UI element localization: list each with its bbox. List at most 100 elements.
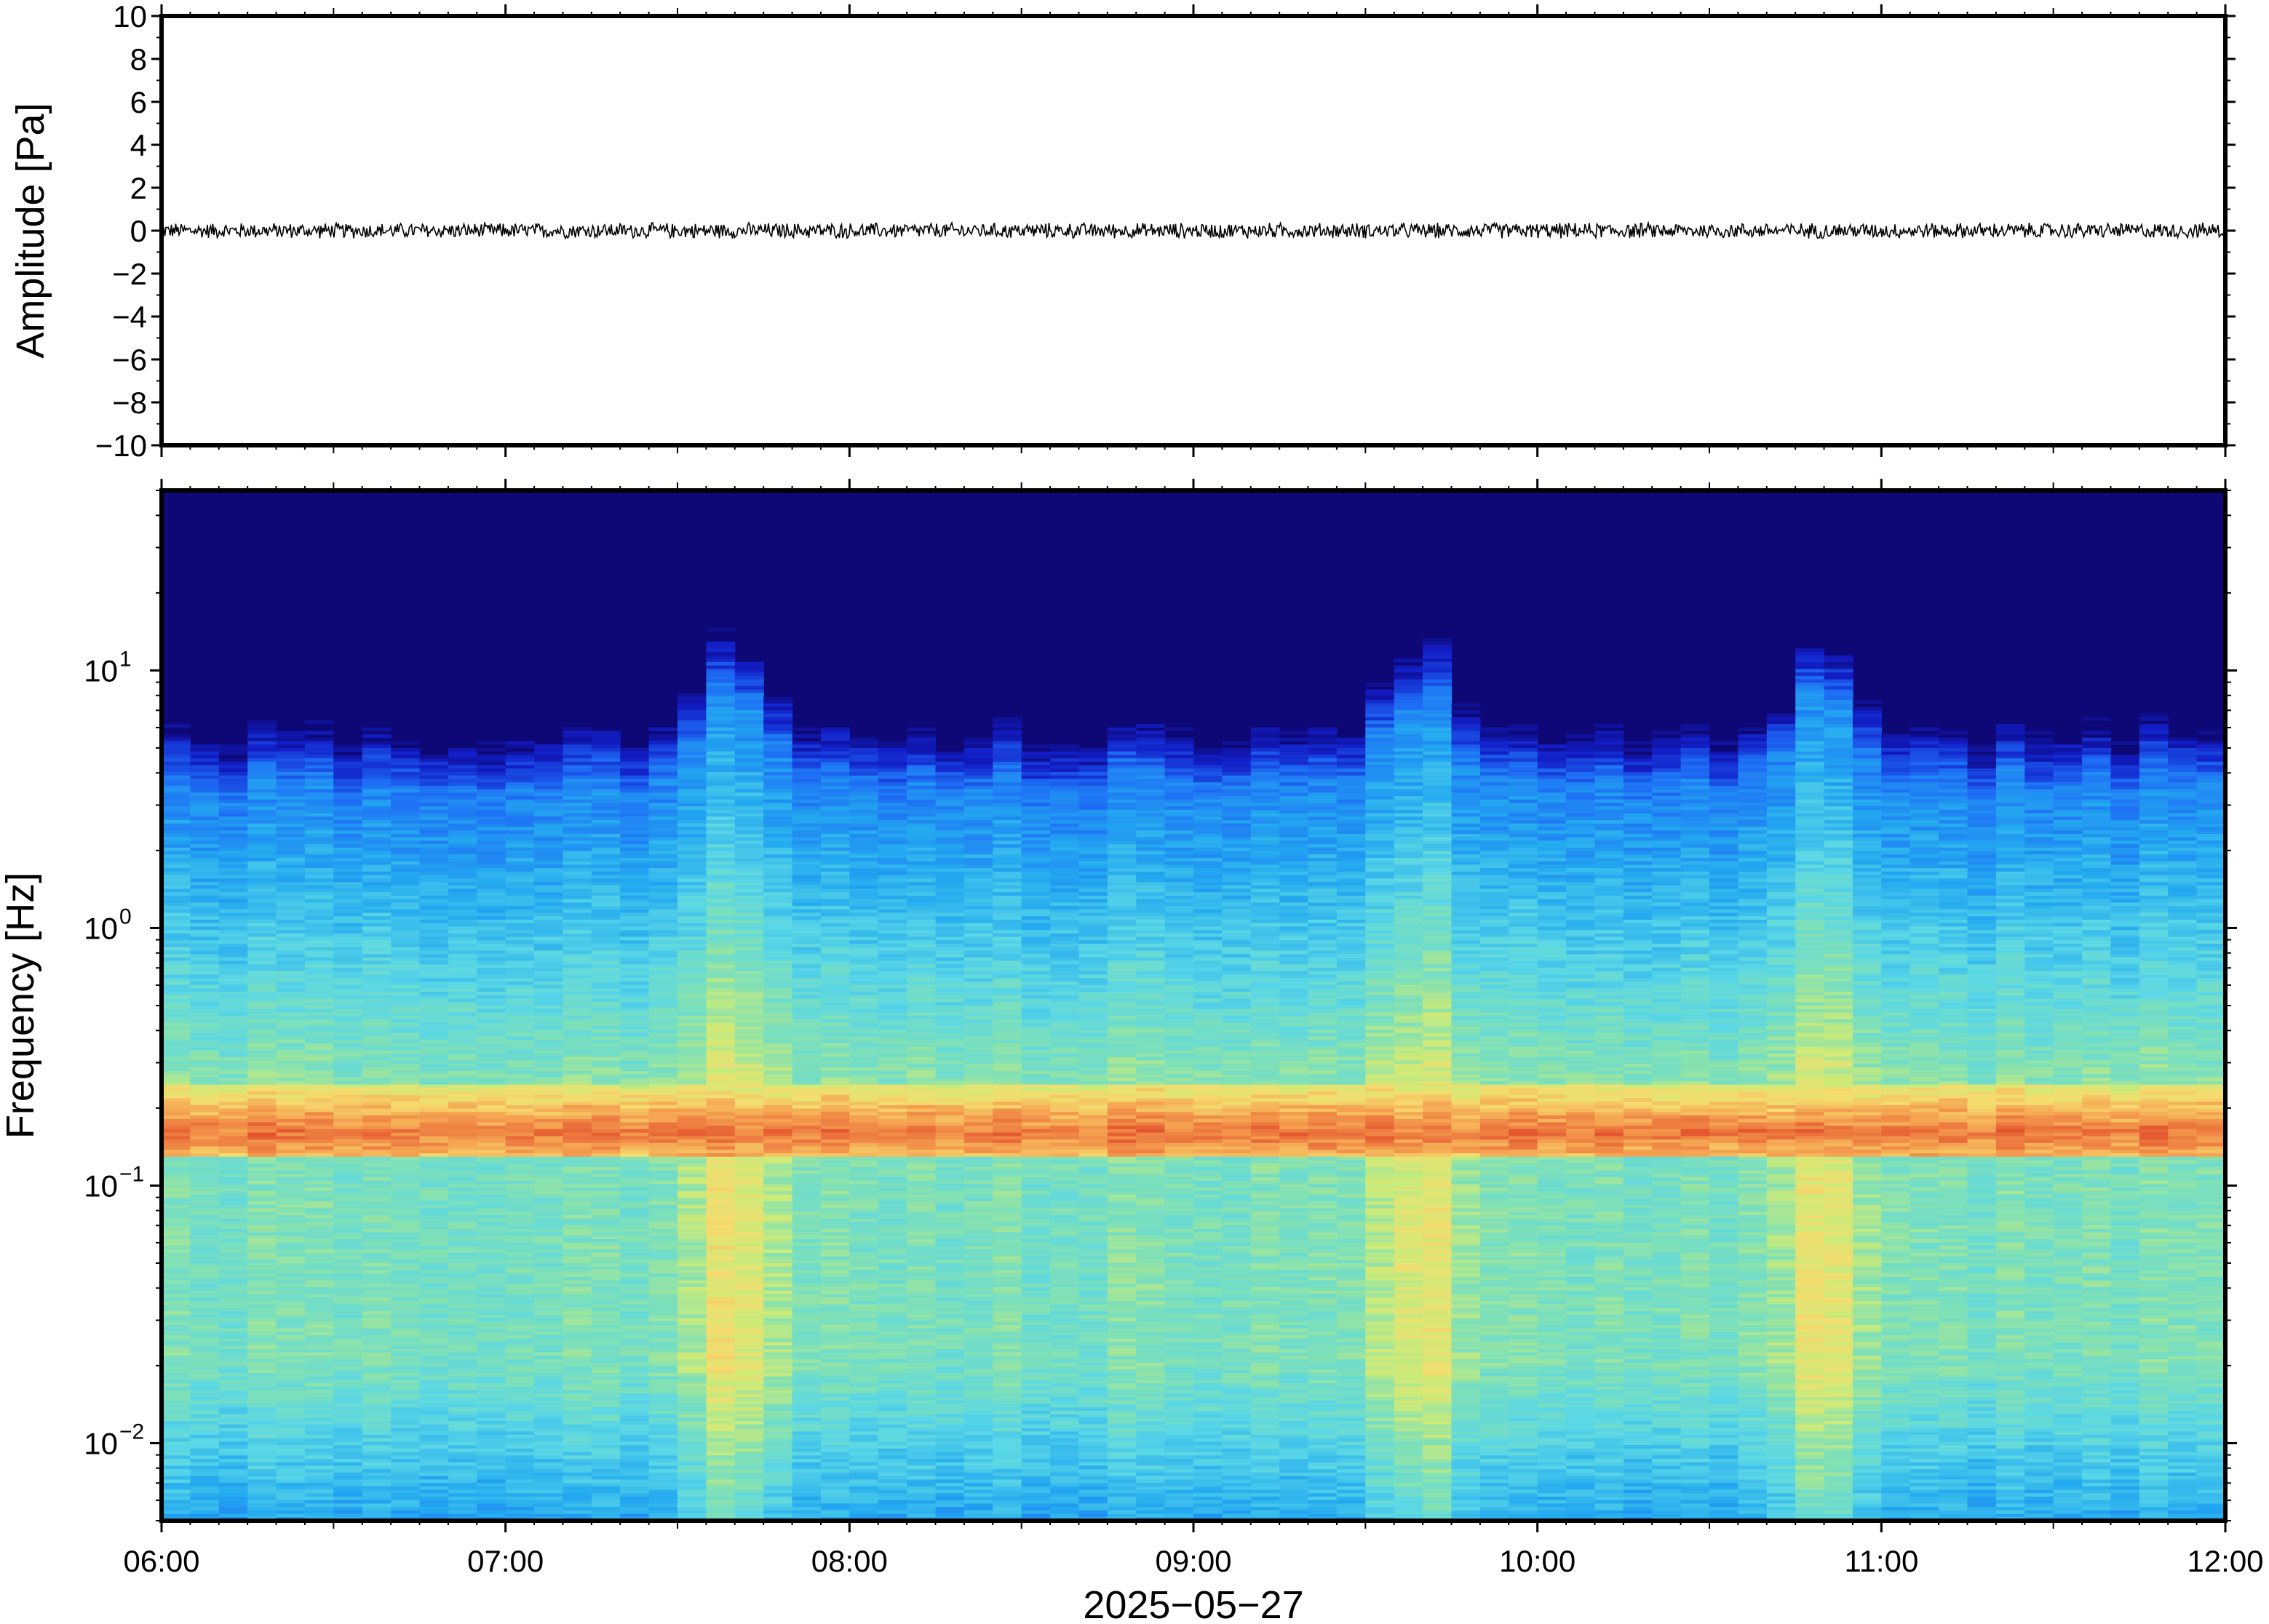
heatmap-cell <box>477 1171 506 1174</box>
heatmap-cell <box>277 1500 306 1504</box>
heatmap-cell <box>649 1012 678 1016</box>
heatmap-cell <box>534 940 563 944</box>
heatmap-cell <box>620 1363 649 1366</box>
heatmap-cell <box>247 720 277 724</box>
heatmap-cell <box>735 824 764 827</box>
heatmap-cell <box>534 958 563 961</box>
heatmap-cell <box>277 1225 306 1229</box>
heatmap-cell <box>677 1229 707 1233</box>
heatmap-cell <box>534 1377 563 1380</box>
heatmap-cell <box>677 1088 707 1091</box>
heatmap-cell <box>563 824 592 827</box>
heatmap-cell <box>477 1497 506 1500</box>
heatmap-cell <box>477 1198 506 1201</box>
heatmap-cell <box>706 1297 735 1301</box>
heatmap-cell <box>420 1109 449 1112</box>
heatmap-cell <box>534 1514 563 1518</box>
heatmap-cell <box>190 858 219 861</box>
heatmap-cell <box>247 1215 277 1219</box>
heatmap-cell <box>677 920 707 923</box>
heatmap-cell <box>277 1112 306 1115</box>
heatmap-cell <box>277 1449 306 1452</box>
heatmap-cell <box>162 865 191 869</box>
heatmap-cell <box>420 1153 449 1157</box>
heatmap-cell <box>420 1229 449 1233</box>
heatmap-cell <box>534 792 563 796</box>
heatmap-cell <box>190 1421 219 1425</box>
heatmap-cell <box>219 923 248 927</box>
heatmap-cell <box>247 1307 277 1311</box>
heatmap-cell <box>190 820 219 824</box>
heatmap-cell <box>277 1184 306 1187</box>
heatmap-cell <box>247 1369 277 1373</box>
heatmap-cell <box>592 779 621 783</box>
heatmap-cell <box>448 1311 477 1315</box>
heatmap-cell <box>448 995 477 999</box>
heatmap-cell <box>735 1078 764 1081</box>
heatmap-cell <box>735 1136 764 1139</box>
heatmap-cell <box>506 923 535 927</box>
heatmap-cell <box>448 1050 477 1054</box>
heatmap-cell <box>420 1397 449 1401</box>
heatmap-cell <box>277 1452 306 1456</box>
heatmap-cell <box>448 1105 477 1109</box>
heatmap-cell <box>162 1428 191 1432</box>
heatmap-cell <box>362 1390 392 1394</box>
heatmap-cell <box>592 916 621 920</box>
heatmap-cell <box>448 1112 477 1115</box>
heatmap-cell <box>277 1016 306 1019</box>
heatmap-cell <box>333 803 362 807</box>
heatmap-cell <box>305 1435 334 1438</box>
heatmap-cell <box>420 885 449 889</box>
heatmap-cell <box>420 902 449 906</box>
heatmap-cell <box>247 978 277 982</box>
heatmap-cell <box>162 786 191 789</box>
heatmap-cell <box>391 1181 420 1185</box>
heatmap-cell <box>162 1211 191 1215</box>
heatmap-cell <box>534 834 563 837</box>
heatmap-cell <box>162 1235 191 1239</box>
heatmap-cell <box>333 1112 362 1115</box>
heatmap-cell <box>305 816 334 820</box>
heatmap-cell <box>190 1050 219 1054</box>
heatmap-cell <box>592 1397 621 1401</box>
heatmap-cell <box>563 1407 592 1411</box>
heatmap-cell <box>219 1407 248 1411</box>
heatmap-cell <box>362 906 392 909</box>
heatmap-cell <box>677 1157 707 1161</box>
heatmap-cell <box>620 1267 649 1270</box>
heatmap-cell <box>506 964 535 968</box>
heatmap-cell <box>448 1259 477 1263</box>
heatmap-cell <box>620 1078 649 1081</box>
heatmap-cell <box>219 1325 248 1329</box>
heatmap-cell <box>362 1074 392 1078</box>
heatmap-cell <box>305 834 334 837</box>
heatmap-cell <box>333 1449 362 1452</box>
heatmap-cell <box>247 1235 277 1239</box>
heatmap-cell <box>677 1345 707 1349</box>
heatmap-cell <box>362 1277 392 1281</box>
heatmap-cell <box>391 1259 420 1263</box>
heatmap-cell <box>706 1435 735 1438</box>
heatmap-cell <box>448 1459 477 1462</box>
heatmap-cell <box>506 854 535 858</box>
heatmap-cell <box>219 1507 248 1510</box>
heatmap-cell <box>592 1311 621 1315</box>
heatmap-cell <box>735 1002 764 1006</box>
heatmap-cell <box>706 1012 735 1016</box>
heatmap-cell <box>649 768 678 772</box>
heatmap-cell <box>448 1325 477 1329</box>
heatmap-cell <box>219 1435 248 1438</box>
heatmap-cell <box>620 1023 649 1027</box>
heatmap-cell <box>534 1273 563 1277</box>
heatmap-cell <box>506 1301 535 1305</box>
heatmap-cell <box>420 1198 449 1201</box>
heatmap-cell <box>420 913 449 917</box>
heatmap-cell <box>162 824 191 827</box>
heatmap-cell <box>362 1349 392 1353</box>
heatmap-cell <box>534 1428 563 1432</box>
heatmap-cell <box>162 1229 191 1233</box>
heatmap-cell <box>162 1181 191 1185</box>
heatmap-cell <box>477 1307 506 1311</box>
heatmap-cell <box>333 1091 362 1095</box>
